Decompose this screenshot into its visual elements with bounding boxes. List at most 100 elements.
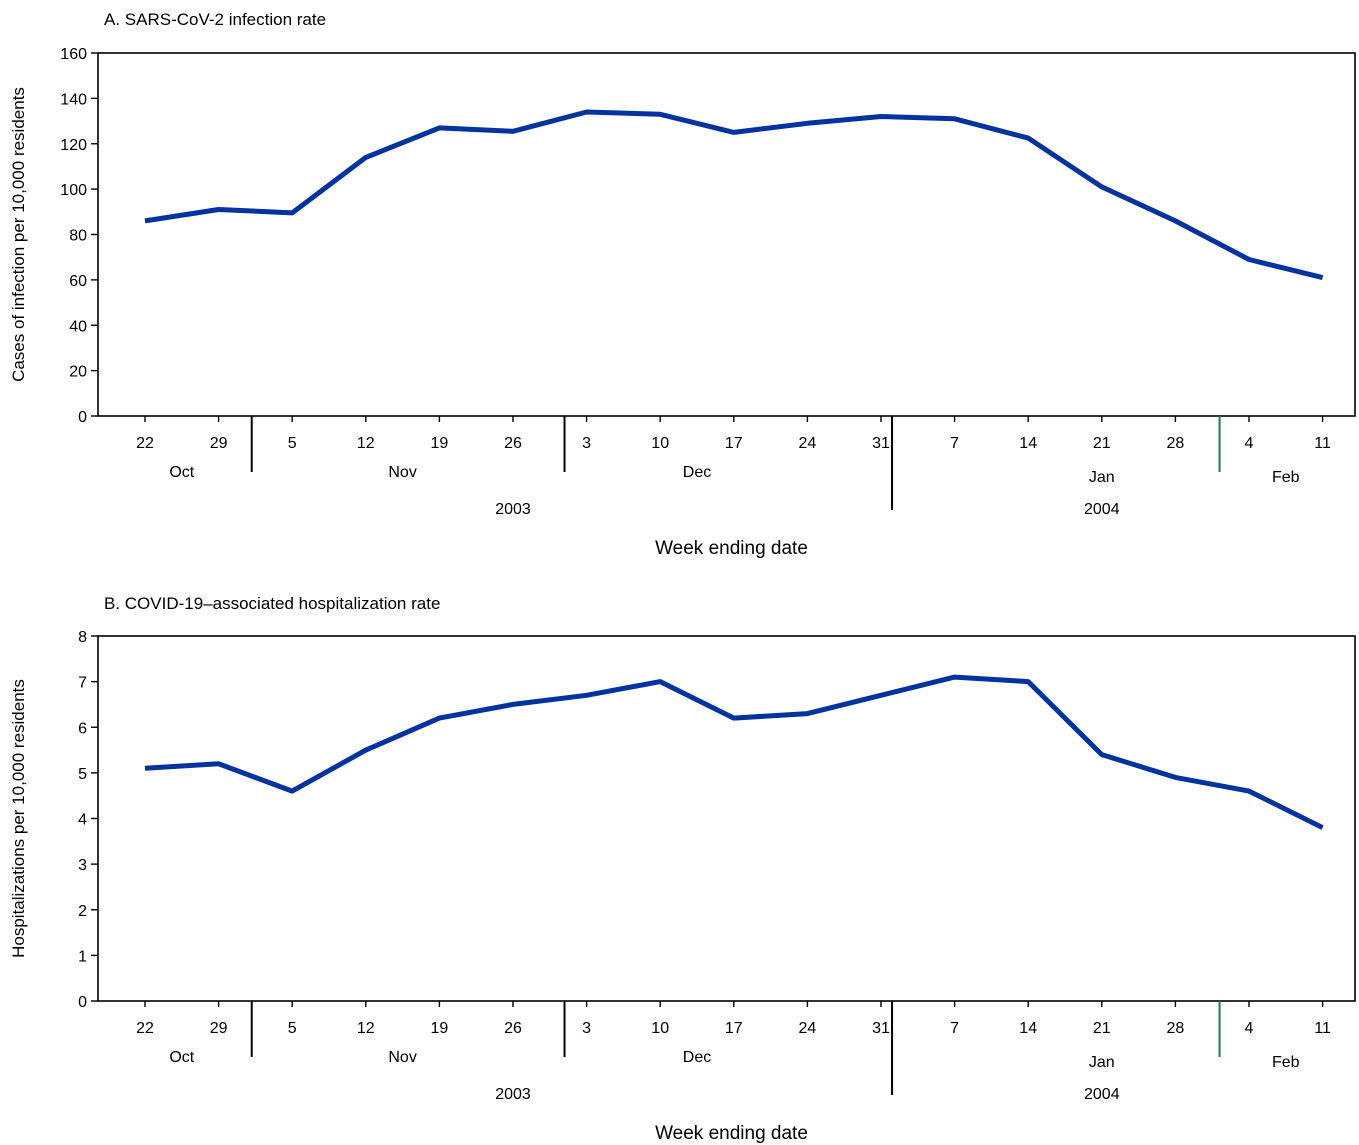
data-point: [1026, 136, 1031, 141]
x-tick-label: 11: [1314, 1020, 1331, 1037]
x-tick-label: 5: [288, 1020, 297, 1037]
year-label: 2003: [495, 1086, 531, 1103]
data-point: [952, 116, 957, 121]
y-tick-label: 7: [78, 675, 87, 692]
y-tick-label: 20: [69, 364, 87, 381]
x-tick-label: 11: [1314, 435, 1331, 452]
x-tick-label: 21: [1093, 435, 1111, 452]
data-point: [584, 693, 589, 698]
data-point: [511, 129, 516, 134]
x-tick-label: 7: [950, 1020, 959, 1037]
data-point: [363, 155, 368, 160]
y-axis-label: Cases of infection per 10,000 residents: [9, 87, 28, 382]
year-label: 2003: [495, 501, 531, 518]
x-tick-label: 17: [725, 435, 743, 452]
x-tick-label: 22: [136, 435, 154, 452]
data-point: [143, 766, 148, 771]
data-point: [437, 716, 442, 721]
chart-title: A. SARS-CoV-2 infection rate: [104, 10, 326, 29]
data-point: [731, 716, 736, 721]
x-tick-label: 29: [210, 1020, 228, 1037]
y-tick-label: 4: [78, 812, 87, 829]
data-point: [1320, 825, 1325, 830]
x-tick-label: 14: [1019, 1020, 1037, 1037]
month-label: Nov: [388, 1049, 416, 1066]
x-tick-label: 26: [504, 435, 522, 452]
data-point: [1099, 184, 1104, 189]
month-label: Nov: [388, 464, 416, 481]
y-tick-label: 140: [60, 91, 87, 108]
y-tick-label: 8: [78, 629, 87, 646]
x-axis-label: Week ending date: [655, 1123, 808, 1144]
data-point: [437, 125, 442, 130]
data-point: [1173, 218, 1178, 223]
data-point: [1173, 775, 1178, 780]
x-tick-label: 22: [136, 1020, 154, 1037]
x-tick-label: 4: [1245, 1020, 1254, 1037]
y-tick-label: 0: [78, 409, 87, 426]
data-point: [805, 121, 810, 126]
x-tick-label: 17: [725, 1020, 743, 1037]
y-tick-label: 6: [78, 720, 87, 737]
series-line: [144, 109, 1324, 281]
data-point: [1247, 789, 1252, 794]
y-tick-label: 3: [78, 857, 87, 874]
month-label: Feb: [1272, 469, 1300, 486]
year-label: 2004: [1084, 1086, 1120, 1103]
plot-frame: [97, 52, 1356, 417]
y-tick-label: 5: [78, 766, 87, 783]
month-label: Oct: [169, 464, 194, 481]
data-point: [143, 218, 148, 223]
month-label: Feb: [1272, 1054, 1300, 1071]
plot-frame: [97, 635, 1356, 1002]
x-tick-label: 24: [799, 435, 817, 452]
x-tick-label: 19: [431, 1020, 449, 1037]
x-tick-label: 3: [582, 435, 591, 452]
x-tick-label: 3: [582, 1020, 591, 1037]
month-label: Dec: [683, 464, 711, 481]
x-tick-label: 14: [1019, 435, 1037, 452]
x-tick-label: 31: [872, 435, 890, 452]
data-point: [584, 109, 589, 114]
data-point: [658, 679, 663, 684]
data-point: [731, 130, 736, 135]
y-tick-label: 0: [78, 994, 87, 1011]
data-point: [879, 114, 884, 119]
data-point: [216, 761, 221, 766]
y-tick-label: 80: [69, 228, 87, 245]
chart-title: B. COVID-19–associated hospitalization r…: [104, 594, 440, 613]
data-point: [511, 702, 516, 707]
data-point: [879, 693, 884, 698]
data-point: [1099, 752, 1104, 757]
x-tick-label: 28: [1167, 1020, 1185, 1037]
month-label: Dec: [683, 1049, 711, 1066]
data-point: [1026, 679, 1031, 684]
y-tick-label: 40: [69, 318, 87, 335]
x-tick-label: 4: [1245, 435, 1254, 452]
data-point: [1247, 257, 1252, 262]
y-tick-label: 60: [69, 273, 87, 290]
series-line: [144, 674, 1324, 830]
month-label: Oct: [169, 1049, 194, 1066]
x-tick-label: 7: [950, 435, 959, 452]
data-point: [1320, 275, 1325, 280]
y-tick-label: 120: [60, 137, 87, 154]
x-tick-label: 29: [210, 435, 228, 452]
x-tick-label: 24: [799, 1020, 817, 1037]
y-tick-label: 1: [78, 948, 87, 965]
x-tick-label: 31: [872, 1020, 890, 1037]
x-tick-label: 19: [431, 435, 449, 452]
x-tick-label: 21: [1093, 1020, 1111, 1037]
x-tick-label: 10: [651, 1020, 669, 1037]
data-point: [952, 675, 957, 680]
data-point: [658, 112, 663, 117]
y-tick-label: 100: [60, 182, 87, 199]
data-point: [216, 207, 221, 212]
y-tick-label: 2: [78, 903, 87, 920]
month-label: Jan: [1089, 469, 1115, 486]
y-axis-label: Hospitalizations per 10,000 residents: [9, 679, 28, 958]
x-axis-label: Week ending date: [655, 538, 808, 559]
data-point: [805, 711, 810, 716]
x-tick-label: 12: [357, 435, 375, 452]
